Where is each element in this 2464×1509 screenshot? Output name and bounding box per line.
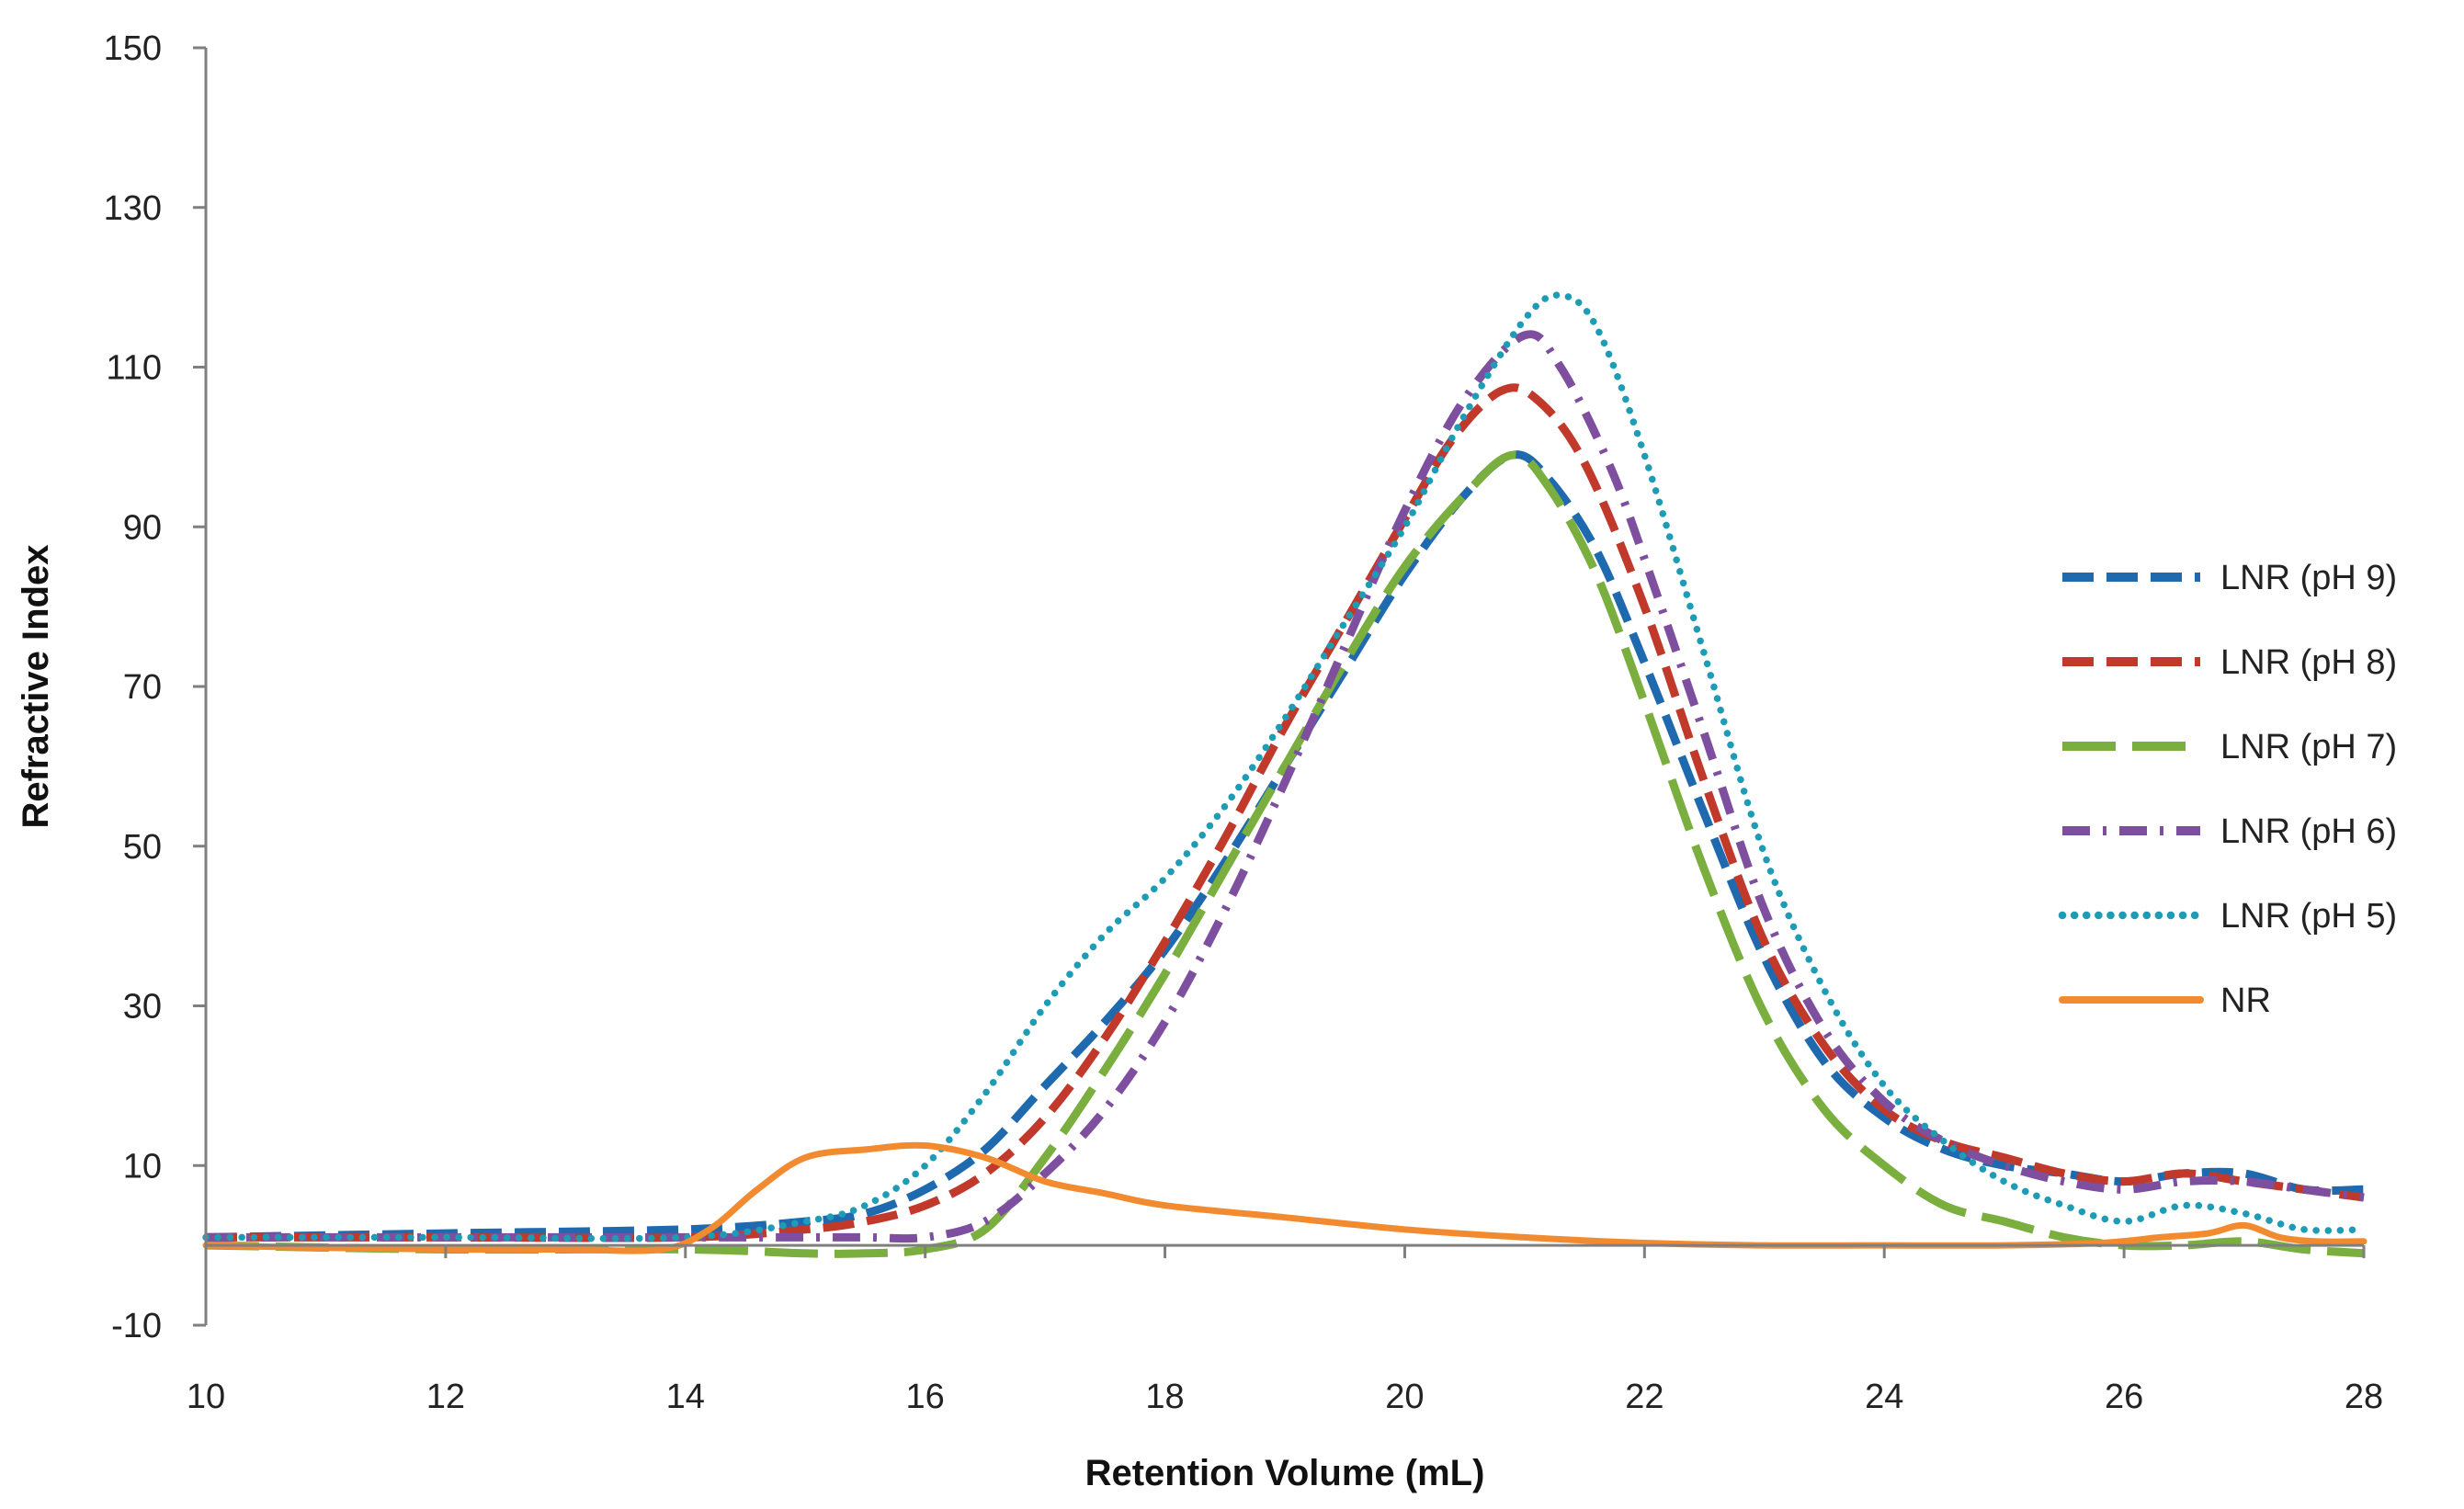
series-layer [202, 291, 2367, 1258]
tick-labels: -10 10 30 50 70 90 110 130 150 10 12 14 16 18 20 22 24 26… [104, 29, 2384, 1416]
y-tick-label: -10 [111, 1307, 162, 1345]
x-tick-label: 20 [1385, 1378, 1424, 1416]
x-tick-label: 24 [1865, 1378, 1903, 1416]
x-tick-label: 26 [2105, 1378, 2143, 1416]
legend: LNR (pH 9) LNR (pH 8) LNR (pH 7) LNR (pH 6)… [2058, 559, 2397, 1020]
x-tick-label: 14 [666, 1378, 705, 1416]
series-line-lnr-ph-6 [206, 330, 2365, 1243]
y-tick-label: 70 [123, 668, 162, 707]
series-line-lnr-ph-8 [206, 383, 2365, 1242]
y-tick-label: 90 [123, 508, 162, 547]
axes-layer [193, 46, 2366, 1327]
series-line-lnr-ph-5 [202, 291, 2367, 1242]
legend-label-lnr-ph-7: LNR (pH 7) [2220, 728, 2397, 766]
x-tick-label: 16 [906, 1378, 945, 1416]
series-line-lnr-ph-9 [205, 450, 2365, 1242]
legend-label-lnr-ph-9: LNR (pH 9) [2220, 559, 2397, 597]
x-tick-label: 12 [426, 1378, 465, 1416]
series-line-lnr-ph-7 [205, 450, 2365, 1258]
y-tick-label: 110 [106, 349, 162, 388]
legend-label-lnr-ph-8: LNR (pH 8) [2220, 643, 2397, 682]
legend-label-lnr-ph-6: LNR (pH 6) [2220, 812, 2397, 851]
x-tick-label: 28 [2345, 1378, 2383, 1416]
x-axis-title: Retention Volume (mL) [1085, 1453, 1485, 1493]
x-tick-label: 18 [1145, 1378, 1184, 1416]
x-tick-label: 22 [1625, 1378, 1663, 1416]
y-tick-label: 130 [104, 189, 162, 228]
series-line-nr [202, 1141, 2367, 1254]
y-tick-label: 150 [104, 29, 162, 68]
x-tick-label: 10 [187, 1378, 225, 1416]
y-tick-label: 50 [123, 828, 162, 867]
y-tick-label: 10 [123, 1147, 162, 1186]
y-axis-title: Refractive Index [16, 544, 56, 828]
legend-label-nr: NR [2220, 981, 2271, 1020]
y-tick-label: 30 [123, 988, 162, 1027]
legend-label-lnr-ph-5: LNR (pH 5) [2220, 897, 2397, 936]
